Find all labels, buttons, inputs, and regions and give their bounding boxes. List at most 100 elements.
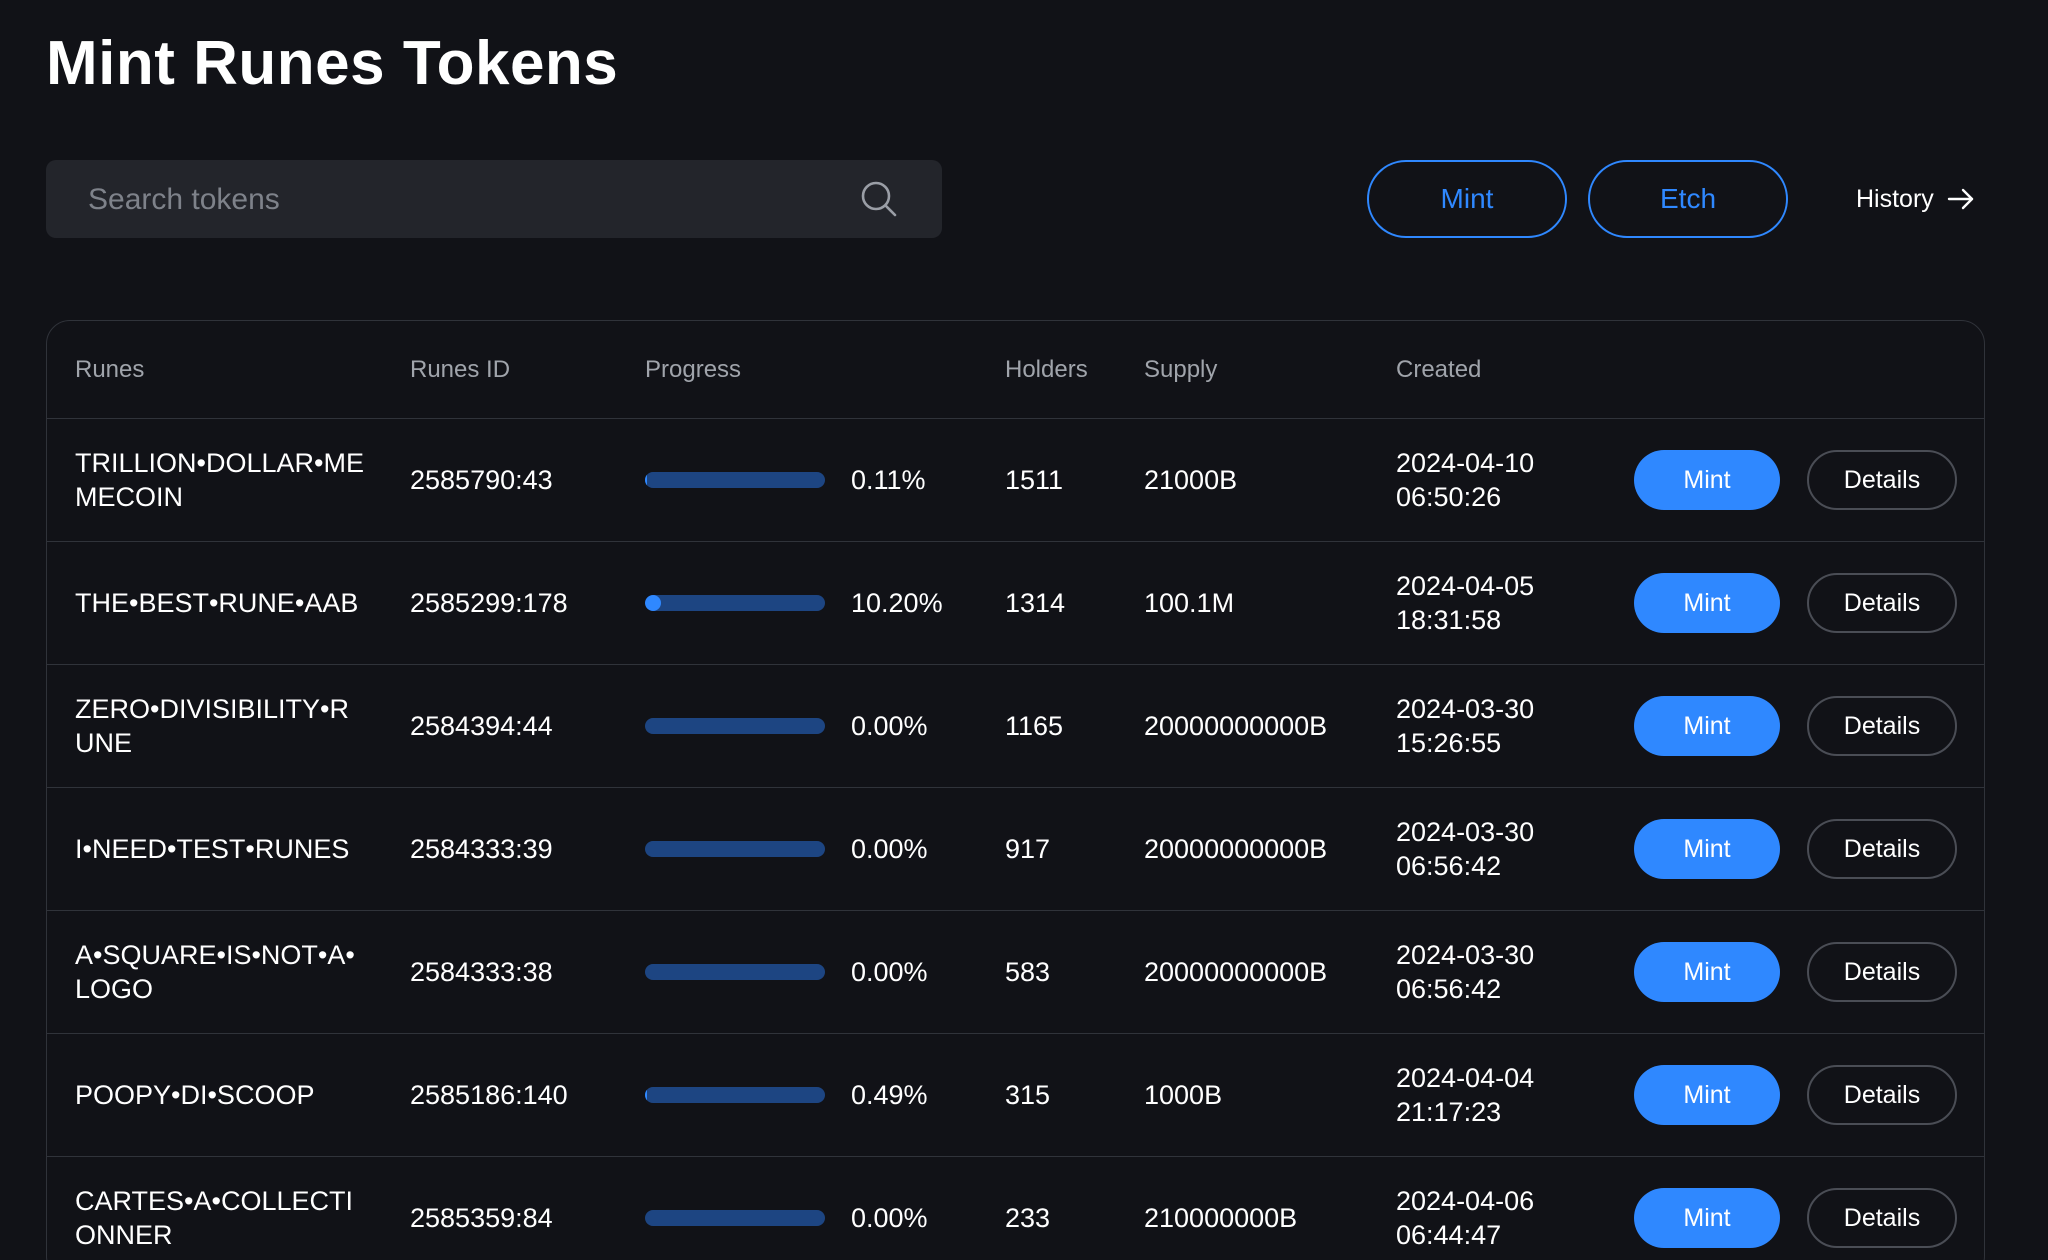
progress-bar — [645, 841, 825, 857]
row-mint-button[interactable]: Mint — [1634, 1065, 1780, 1125]
table-row[interactable]: A•SQUARE•IS•NOT•A•LOGO 2584333:38 0.00% … — [47, 911, 1984, 1034]
rune-id: 2585790:43 — [410, 465, 553, 495]
runes-table: Runes Runes ID Progress Holders Supply C… — [46, 320, 1985, 1260]
created-cell: 2024-03-30 15:26:55 — [1396, 665, 1596, 787]
created-date: 2024-03-30 — [1396, 694, 1535, 724]
created-date: 2024-04-05 — [1396, 571, 1535, 601]
holders-count: 917 — [1005, 834, 1051, 864]
rune-id: 2584333:39 — [410, 834, 553, 864]
history-link[interactable]: History — [1856, 176, 1976, 222]
holders-count: 583 — [1005, 957, 1051, 987]
etch-tab-button[interactable]: Etch — [1588, 160, 1788, 238]
row-details-button[interactable]: Details — [1807, 819, 1957, 879]
rune-id: 2585186:140 — [410, 1080, 568, 1110]
supply-value: 210000000B — [1144, 1203, 1298, 1233]
progress-percent: 0.11% — [851, 465, 926, 495]
progress-bar — [645, 964, 825, 980]
supply-value: 20000000000B — [1144, 834, 1328, 864]
progress-bar-fill — [645, 1087, 647, 1103]
row-mint-button[interactable]: Mint — [1634, 450, 1780, 510]
row-mint-button[interactable]: Mint — [1634, 1188, 1780, 1248]
rune-name-cell: I•NEED•TEST•RUNES — [75, 788, 375, 910]
table-row[interactable]: THE•BEST•RUNE•AAB 2585299:178 10.20% 131… — [47, 542, 1984, 665]
progress-percent: 0.00% — [851, 957, 928, 987]
table-row[interactable]: TRILLION•DOLLAR•MEMECOIN 2585790:43 0.11… — [47, 419, 1984, 542]
progress-bar — [645, 1087, 825, 1103]
history-label: History — [1856, 184, 1934, 213]
row-details-button[interactable]: Details — [1807, 450, 1957, 510]
supply-value: 1000B — [1144, 1080, 1223, 1110]
progress-cell — [645, 788, 825, 910]
created-date: 2024-04-04 — [1396, 1063, 1535, 1093]
holders-count: 315 — [1005, 1080, 1051, 1110]
column-header-created: Created — [1396, 356, 1482, 383]
progress-percent: 0.00% — [851, 834, 928, 864]
search-input[interactable] — [86, 160, 850, 240]
row-mint-button[interactable]: Mint — [1634, 819, 1780, 879]
supply-value: 20000000000B — [1144, 957, 1328, 987]
supply-value: 20000000000B — [1144, 711, 1328, 741]
created-time: 06:50:26 — [1396, 482, 1502, 512]
progress-bar — [645, 1210, 825, 1226]
progress-cell — [645, 911, 825, 1033]
rune-name: POOPY•DI•SCOOP — [75, 1080, 315, 1110]
rune-name-cell: A•SQUARE•IS•NOT•A•LOGO — [75, 911, 375, 1033]
rune-name-cell: TRILLION•DOLLAR•MEMECOIN — [75, 419, 375, 541]
progress-bar — [645, 595, 825, 611]
search-icon[interactable] — [860, 180, 898, 218]
created-time: 06:56:42 — [1396, 974, 1502, 1004]
table-row[interactable]: CARTES•A•COLLECTIONNER 2585359:84 0.00% … — [47, 1157, 1984, 1260]
mint-tab-button[interactable]: Mint — [1367, 160, 1567, 238]
progress-bar — [645, 472, 825, 488]
column-header-progress: Progress — [645, 356, 742, 383]
row-details-button[interactable]: Details — [1807, 1065, 1957, 1125]
created-time: 15:26:55 — [1396, 728, 1502, 758]
rune-name-cell: CARTES•A•COLLECTIONNER — [75, 1157, 375, 1260]
created-date: 2024-03-30 — [1396, 817, 1535, 847]
created-time: 18:31:58 — [1396, 605, 1502, 635]
table-row[interactable]: ZERO•DIVISIBILITY•RUNE 2584394:44 0.00% … — [47, 665, 1984, 788]
progress-cell — [645, 1157, 825, 1260]
row-details-button[interactable]: Details — [1807, 1188, 1957, 1248]
progress-cell — [645, 419, 825, 541]
row-mint-button[interactable]: Mint — [1634, 696, 1780, 756]
table-row[interactable]: I•NEED•TEST•RUNES 2584333:39 0.00% 917 2… — [47, 788, 1984, 911]
created-cell: 2024-04-04 21:17:23 — [1396, 1034, 1596, 1156]
table-row[interactable]: POOPY•DI•SCOOP 2585186:140 0.49% 315 100… — [47, 1034, 1984, 1157]
rune-name: TRILLION•DOLLAR•MEMECOIN — [75, 448, 364, 512]
progress-bar — [645, 718, 825, 734]
table-body: TRILLION•DOLLAR•MEMECOIN 2585790:43 0.11… — [47, 419, 1984, 1260]
progress-cell — [645, 1034, 825, 1156]
page-title: Mint Runes Tokens — [46, 29, 619, 98]
created-date: 2024-04-10 — [1396, 448, 1535, 478]
column-header-supply: Supply — [1144, 356, 1218, 383]
row-mint-button[interactable]: Mint — [1634, 942, 1780, 1002]
progress-cell — [645, 542, 825, 664]
rune-id: 2584394:44 — [410, 711, 553, 741]
progress-cell — [645, 665, 825, 787]
row-details-button[interactable]: Details — [1807, 942, 1957, 1002]
created-cell: 2024-03-30 06:56:42 — [1396, 911, 1596, 1033]
row-details-button[interactable]: Details — [1807, 573, 1957, 633]
progress-percent: 0.49% — [851, 1080, 928, 1110]
row-details-button[interactable]: Details — [1807, 696, 1957, 756]
progress-bar-fill — [645, 472, 647, 488]
table-header: Runes Runes ID Progress Holders Supply C… — [47, 321, 1984, 419]
holders-count: 1165 — [1005, 711, 1064, 741]
search-box[interactable] — [46, 160, 942, 240]
created-date: 2024-04-06 — [1396, 1186, 1535, 1216]
column-header-runes-id: Runes ID — [410, 356, 511, 383]
rune-name: A•SQUARE•IS•NOT•A•LOGO — [75, 940, 355, 1004]
created-cell: 2024-04-06 06:44:47 — [1396, 1157, 1596, 1260]
rune-id: 2584333:38 — [410, 957, 553, 987]
row-mint-button[interactable]: Mint — [1634, 573, 1780, 633]
progress-percent: 0.00% — [851, 1203, 928, 1233]
holders-count: 1314 — [1005, 588, 1066, 618]
created-time: 21:17:23 — [1396, 1097, 1502, 1127]
supply-value: 100.1M — [1144, 588, 1235, 618]
rune-name-cell: THE•BEST•RUNE•AAB — [75, 542, 375, 664]
created-date: 2024-03-30 — [1396, 940, 1535, 970]
created-cell: 2024-04-05 18:31:58 — [1396, 542, 1596, 664]
rune-name: THE•BEST•RUNE•AAB — [75, 588, 359, 618]
